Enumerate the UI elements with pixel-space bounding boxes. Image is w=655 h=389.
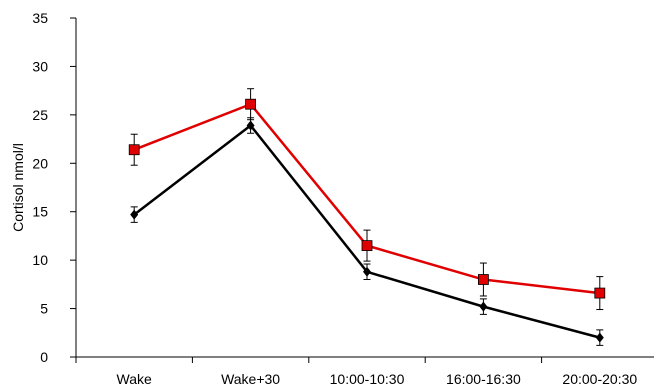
x-tick-label: Wake	[117, 371, 152, 387]
y-axis-title: Cortisol nmol/l	[10, 143, 26, 232]
x-tick-label: 16:00-16:30	[446, 371, 521, 387]
data-point-square	[477, 274, 489, 285]
data-point-square	[594, 287, 606, 299]
y-tick-label: 0	[40, 349, 48, 365]
y-tick-label: 35	[32, 10, 48, 26]
y-tick-label: 20	[32, 155, 48, 171]
data-point-square	[245, 98, 257, 110]
series-2	[130, 117, 604, 346]
data-point-diamond	[595, 332, 604, 343]
data-point-diamond	[130, 209, 139, 220]
y-axis-ticks: 0 5 10 15 20 25 30 35	[32, 10, 76, 365]
x-tick-label: 20:00-20:30	[562, 371, 637, 387]
data-point-diamond	[246, 120, 255, 131]
y-tick-label: 15	[32, 204, 48, 220]
y-tick-label: 10	[32, 252, 48, 268]
data-point-diamond	[479, 301, 488, 312]
x-tick-label: 10:00-10:30	[330, 371, 405, 387]
data-point-square	[361, 240, 373, 252]
series-layer	[128, 88, 606, 346]
data-point-square	[128, 144, 140, 156]
y-tick-label: 30	[32, 58, 48, 74]
data-point-diamond	[363, 266, 371, 277]
series-1	[128, 88, 606, 311]
x-tick-label: Wake+30	[221, 371, 280, 387]
y-tick-label: 5	[40, 301, 48, 317]
x-axis-ticks: Wake Wake+30 10:00-10:30 16:00-16:30 20:00-2…	[75, 357, 637, 387]
y-tick-label: 25	[32, 107, 48, 123]
